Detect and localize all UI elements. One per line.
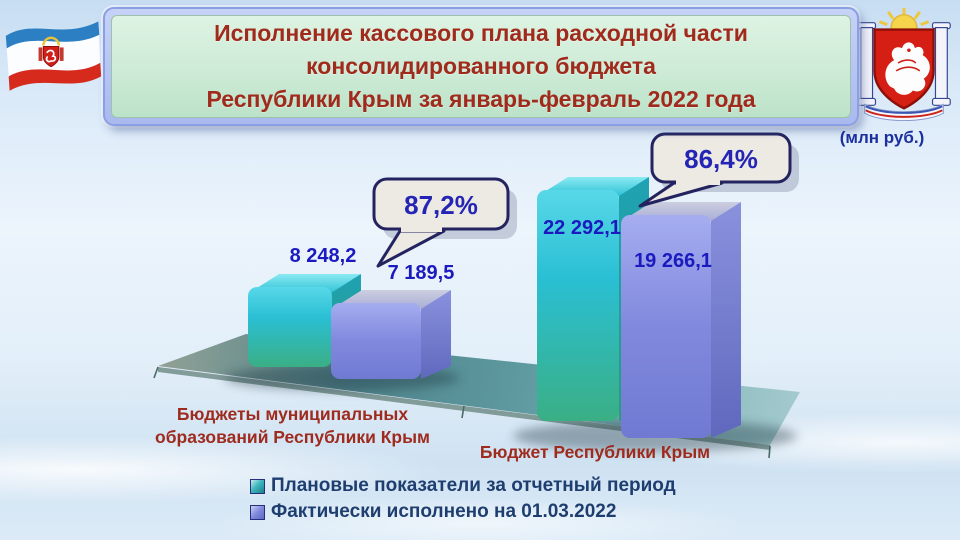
slide-title: Исполнение кассового плана расходной час… [111,15,851,118]
chart-legend: Плановые показатели за отчетный период Ф… [250,474,676,524]
percent-label-republic: 86,4% [684,144,758,174]
crimea-flag-icon [5,21,102,91]
value-label-republic-plan: 22 292,1 [543,217,621,239]
category-label-republic: Бюджет Республики Крым [479,442,711,462]
legend-item-plan: Плановые показатели за отчетный период [250,474,676,498]
title-panel: Исполнение кассового плана расходной час… [103,7,859,126]
bar-republic-fact [621,202,741,438]
value-label-municipal-plan: 8 248,2 [289,245,357,267]
callout-864 [638,132,799,208]
fact-swatch-icon [250,504,265,520]
units-note: (млн руб.) [839,128,925,147]
bar-municipal-fact [331,290,451,379]
title-line-2: консолидированного бюджета [306,53,656,79]
percent-label-municipal: 87,2% [404,190,478,220]
title-line-3: Республики Крым за январь-февраль 2022 г… [206,86,756,112]
legend-label-plan: Плановые показатели за отчетный период [271,475,676,496]
crimea-coat-of-arms-icon [857,7,951,122]
axis-ticks [153,366,771,459]
value-label-municipal-fact: 7 189,5 [387,262,455,284]
title-line-1: Исполнение кассового плана расходной час… [214,20,748,46]
callout-872 [372,177,517,268]
legend-item-fact: Фактически исполнено на 01.03.2022 [250,500,676,524]
plan-swatch-icon [250,478,265,494]
value-label-republic-fact: 19 266,1 [634,250,712,272]
category-label-municipal: Бюджеты муниципальных образований Респуб… [155,404,430,447]
legend-label-fact: Фактически исполнено на 01.03.2022 [271,501,617,522]
